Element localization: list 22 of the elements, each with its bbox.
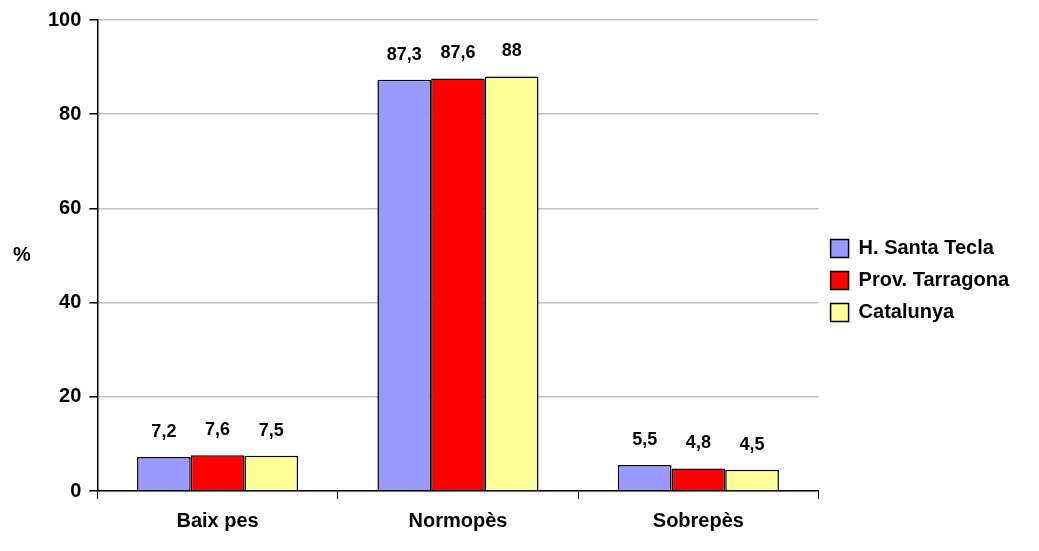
- legend-label: H. Santa Tecla: [858, 236, 995, 259]
- y-tick-label: 80: [59, 101, 82, 124]
- legend-label: Prov. Tarragona: [858, 268, 1010, 291]
- data-label: 87,3: [386, 43, 422, 64]
- y-tick-label: 60: [59, 195, 82, 218]
- legend-label: Catalunya: [858, 300, 956, 323]
- y-axis-title: %: [13, 243, 32, 266]
- data-label: 5,5: [632, 429, 658, 450]
- y-tick-label: 20: [59, 384, 82, 407]
- x-tick-label: Normopès: [408, 508, 508, 531]
- data-label: 87,6: [440, 42, 476, 63]
- data-label: 7,2: [151, 421, 177, 442]
- data-label: 4,5: [739, 433, 765, 454]
- data-label: 88: [501, 40, 522, 61]
- data-label: 7,5: [258, 419, 284, 440]
- y-tick-label: 40: [59, 290, 82, 313]
- x-tick-label: Sobrepès: [652, 508, 744, 531]
- data-label: 4,8: [685, 432, 711, 453]
- x-tick-label: Baix pes: [176, 508, 259, 531]
- y-tick-label: 0: [70, 478, 82, 501]
- data-label: 7,6: [205, 419, 231, 440]
- y-tick-label: 100: [47, 7, 82, 30]
